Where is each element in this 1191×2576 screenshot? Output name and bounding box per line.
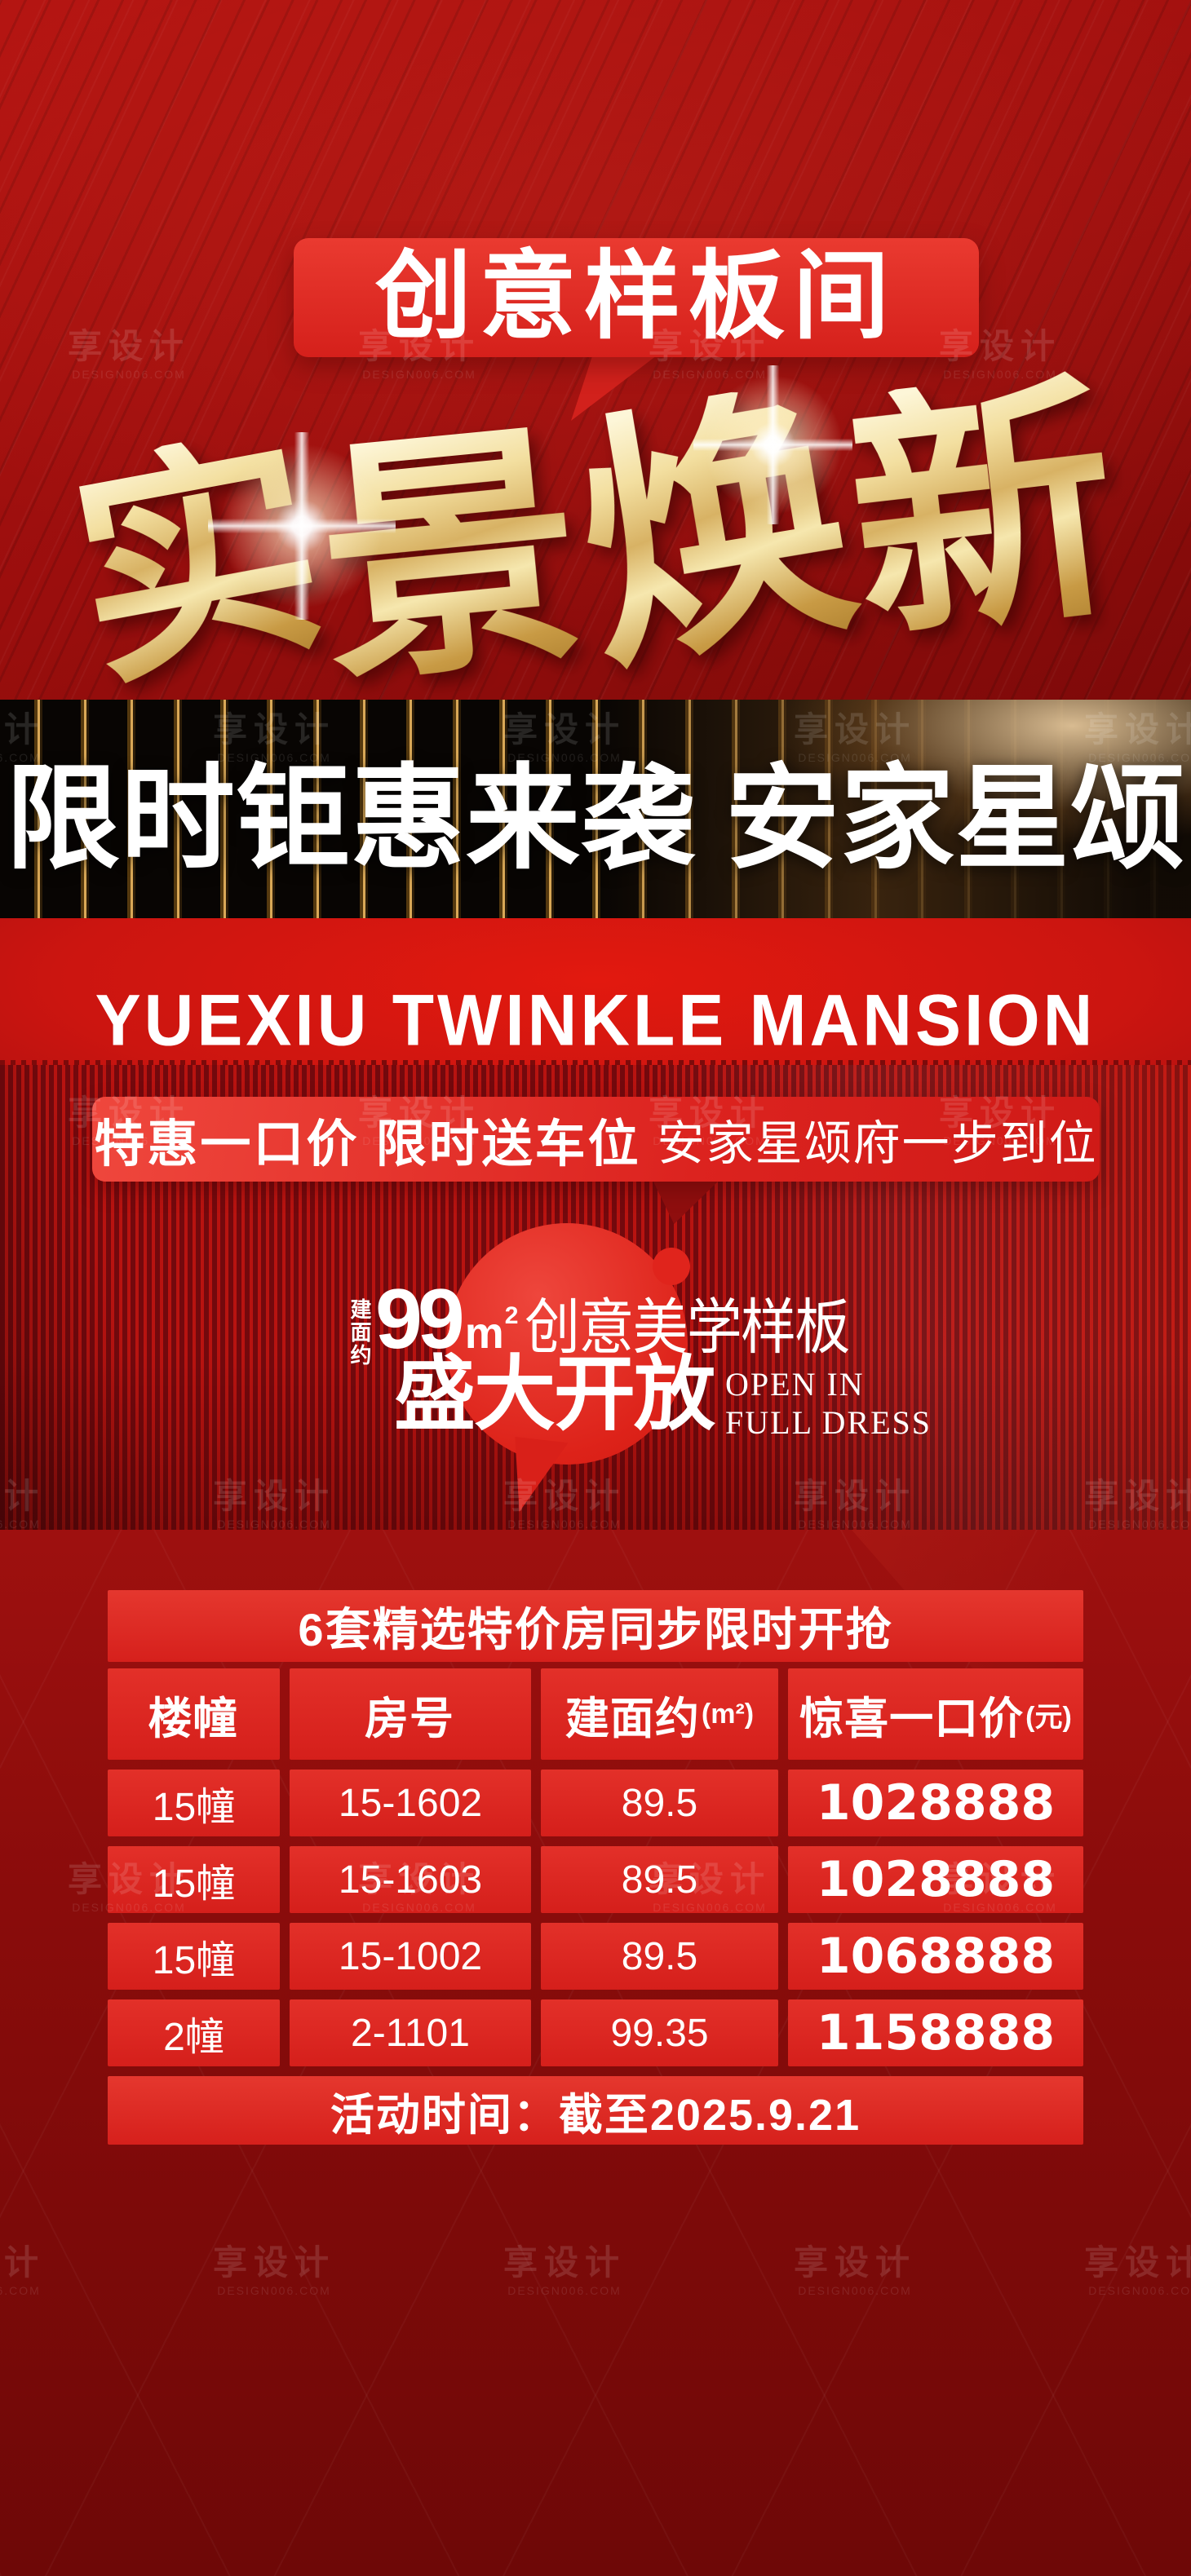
main-title-char: 新 (835, 344, 1131, 678)
header-label: 惊喜一口价 (799, 1694, 1025, 1743)
photo-banner-headline: 限时钜惠来袭 安家星颂 (5, 757, 1185, 883)
area-unit-superscript: 2 (504, 1302, 519, 1329)
cell-room: 15-1002 (290, 1923, 531, 1990)
speech-bubble-dot (653, 1248, 690, 1285)
grand-open-en-line2: FULL DRESS (725, 1404, 932, 1442)
project-english-name: YUEXIU TWINKLE MANSION (95, 979, 1096, 1061)
cell-price: 1158888 (788, 1999, 1083, 2066)
header-label: 房号 (365, 1694, 454, 1743)
header-cell-building: 楼幢 (108, 1668, 280, 1760)
top-speech-badge: 创意样板间 (294, 238, 979, 357)
main-title-char: 景 (307, 395, 593, 720)
cell-price: 1068888 (788, 1923, 1083, 1990)
table-footer-bar: 活动时间：截至2025.9.21 (108, 2076, 1083, 2145)
grand-open-en-line1: OPEN IN (725, 1366, 865, 1403)
offer-bar-rest-text: 安家星颂府一步到位 (657, 1117, 1098, 1170)
interior-photo-banner: 限时钜惠来袭 安家星颂 (0, 700, 1191, 918)
cell-room: 15-1602 (290, 1770, 531, 1836)
area-number: 99 (375, 1272, 465, 1367)
activity-deadline: 活动时间：截至2025.9.21 (330, 2090, 861, 2140)
area-suffix-text: 创意美学样板 (525, 1293, 850, 1361)
cell-area: 89.5 (541, 1846, 778, 1913)
main-title-char: 实 (53, 401, 343, 722)
cell-area: 89.5 (541, 1923, 778, 1990)
header-cell-room: 房号 (290, 1668, 531, 1760)
area-unit-base: m (464, 1309, 504, 1358)
grand-open-english: OPEN IN FULL DRESS (725, 1365, 932, 1442)
cell-area: 89.5 (541, 1770, 778, 1836)
special-price-table: 6套精选特价房同步限时开抢 楼幢 房号 建面约 (m²) 惊喜一口价 (元) 1… (108, 1590, 1083, 2145)
table-title-bar: 6套精选特价房同步限时开抢 (108, 1590, 1083, 1662)
offer-bar: 特惠一口价 限时送车位 安家星颂府一步到位 (92, 1097, 1100, 1182)
header-label: 建面约 (565, 1694, 700, 1743)
cell-building: 15幢 (108, 1770, 280, 1836)
table-row: 15幢 15-1603 89.5 1028888 (108, 1846, 1083, 1913)
cell-room: 15-1603 (290, 1846, 531, 1913)
table-title: 6套精选特价房同步限时开抢 (298, 1603, 893, 1655)
cell-price: 1028888 (788, 1770, 1083, 1836)
header-sublabel: (m²) (701, 1698, 755, 1730)
main-title-calligraphy: 实 景 焕 新 (0, 331, 1191, 741)
cell-room: 2-1101 (290, 1999, 531, 2066)
cell-building: 2幢 (108, 1999, 280, 2066)
area-unit: m 2 (465, 1301, 519, 1367)
main-title-char: 焕 (556, 354, 874, 709)
english-title-band: YUEXIU TWINKLE MANSION (0, 918, 1191, 1065)
header-sublabel: (元) (1025, 1701, 1072, 1733)
grand-open-text: 盛大开放 (394, 1349, 715, 1440)
header-label: 楼幢 (148, 1694, 238, 1743)
speech-bubble-circle (446, 1223, 688, 1465)
header-cell-area: 建面约 (m²) (541, 1668, 778, 1760)
cell-building: 15幢 (108, 1846, 280, 1913)
table-row: 15幢 15-1602 89.5 1028888 (108, 1770, 1083, 1836)
table-header-row: 楼幢 房号 建面约 (m²) 惊喜一口价 (元) (108, 1668, 1083, 1760)
table-row: 2幢 2-1101 99.35 1158888 (108, 1999, 1083, 2066)
cell-building: 15幢 (108, 1923, 280, 1990)
cell-area: 99.35 (541, 1999, 778, 2066)
area-prefix-vertical: 建面约 (348, 1298, 372, 1367)
area-headline-line2: 盛大开放 OPEN IN FULL DRESS (394, 1354, 932, 1442)
offer-bar-strong-text: 特惠一口价 限时送车位 (94, 1116, 641, 1173)
badge-label: 创意样板间 (374, 244, 897, 351)
cell-price: 1028888 (788, 1846, 1083, 1913)
dotted-divider (0, 1060, 1191, 1065)
table-row: 15幢 15-1002 89.5 1068888 (108, 1923, 1083, 1990)
header-cell-price: 惊喜一口价 (元) (788, 1668, 1083, 1760)
area-headline-line1: 99 m 2 创意美学样板 (375, 1277, 877, 1367)
